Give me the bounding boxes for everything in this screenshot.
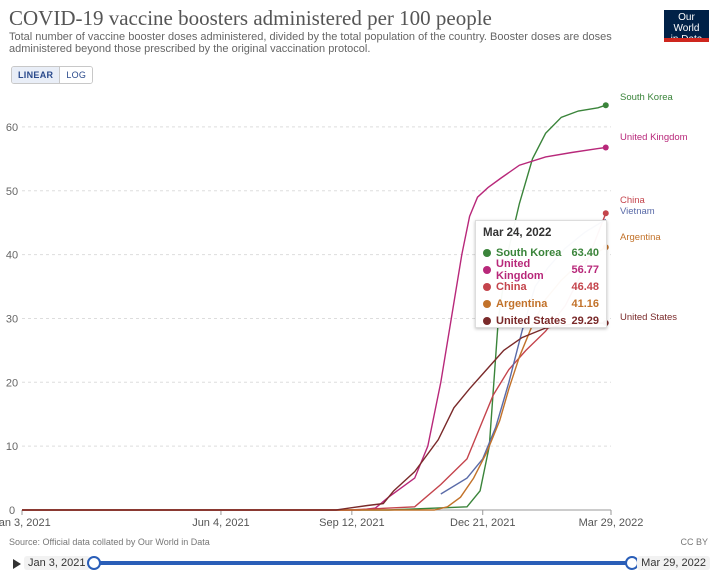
timeline: Jan 3, 2021 Mar 29, 2022 <box>0 552 720 574</box>
timeline-track[interactable] <box>94 561 632 565</box>
license-link[interactable]: CC BY <box>680 537 708 547</box>
tooltip-value: 46.48 <box>571 280 599 293</box>
linear-scale-button[interactable]: LINEAR <box>12 67 61 83</box>
series-end-dot <box>602 144 609 151</box>
series-end-dot <box>602 102 609 109</box>
series-end-label: South Korea <box>620 92 674 103</box>
tooltip-row: Argentina 41.16 <box>483 295 599 312</box>
logo-accent-bar <box>664 38 709 42</box>
tooltip-row: China 46.48 <box>483 278 599 295</box>
series-line <box>22 322 606 511</box>
series-end-label: Vietnam <box>620 206 655 217</box>
series-end-label: China <box>620 195 646 206</box>
tooltip-series-name: Argentina <box>496 297 548 310</box>
x-tick-label: Mar 29, 2022 <box>579 517 644 529</box>
tooltip-value: 56.77 <box>571 263 599 276</box>
x-tick-label: Dec 21, 2021 <box>450 517 515 529</box>
log-scale-button[interactable]: LOG <box>60 67 93 83</box>
timeline-end-label[interactable]: Mar 29, 2022 <box>637 556 710 570</box>
series-end-label: United Kingdom <box>620 132 688 143</box>
tooltip-series-name: United States <box>496 314 567 327</box>
owid-logo[interactable]: Our World in Data <box>664 10 709 45</box>
tooltip-value: 63.40 <box>571 246 599 259</box>
source-note: Source: Official data collated by Our Wo… <box>9 537 210 547</box>
tooltip-date: Mar 24, 2022 <box>483 227 552 239</box>
x-tick-label: Sep 12, 2021 <box>319 517 384 529</box>
logo-line-1: Our World <box>673 12 700 34</box>
tooltip-dot <box>483 316 491 325</box>
hover-tooltip: Mar 24, 2022 South Korea 63.40 United King… <box>475 220 607 328</box>
tooltip-series-name: China <box>496 280 527 293</box>
timeline-start-handle[interactable] <box>87 556 101 570</box>
tooltip-row: South Korea 63.40 <box>483 244 599 261</box>
tooltip-dot <box>483 299 491 308</box>
series-end-label: United States <box>620 312 677 323</box>
y-tick-label: 30 <box>6 313 18 325</box>
tooltip-dot <box>483 265 491 274</box>
play-icon[interactable] <box>13 559 21 569</box>
y-tick-label: 40 <box>6 250 18 262</box>
x-tick-label: Jan 3, 2021 <box>0 517 51 529</box>
tooltip-series-name: United Kingdom <box>496 257 544 282</box>
chart-title: COVID-19 vaccine boosters administered p… <box>9 6 492 30</box>
y-tick-label: 0 <box>9 505 15 517</box>
x-tick-label: Jun 4, 2021 <box>192 517 250 529</box>
tooltip-value: 41.16 <box>571 297 599 310</box>
y-tick-label: 60 <box>6 122 18 134</box>
tooltip-row: United States 29.29 <box>483 312 599 329</box>
tooltip-dot <box>483 282 491 291</box>
tooltip-row: United Kingdom 56.77 <box>483 258 599 282</box>
tooltip-dot <box>483 248 491 257</box>
timeline-start-label[interactable]: Jan 3, 2021 <box>24 556 90 570</box>
tooltip-value: 29.29 <box>571 314 599 327</box>
scale-toggle: LINEAR LOG <box>11 66 94 84</box>
series-end-dot <box>602 210 609 217</box>
y-tick-label: 50 <box>6 186 18 198</box>
y-tick-label: 10 <box>6 441 18 453</box>
chart-subtitle: Total number of vaccine booster doses ad… <box>9 31 612 55</box>
tooltip-series-name: South Korea <box>496 246 562 259</box>
y-tick-label: 20 <box>6 377 18 389</box>
series-end-label: Argentina <box>620 232 661 243</box>
